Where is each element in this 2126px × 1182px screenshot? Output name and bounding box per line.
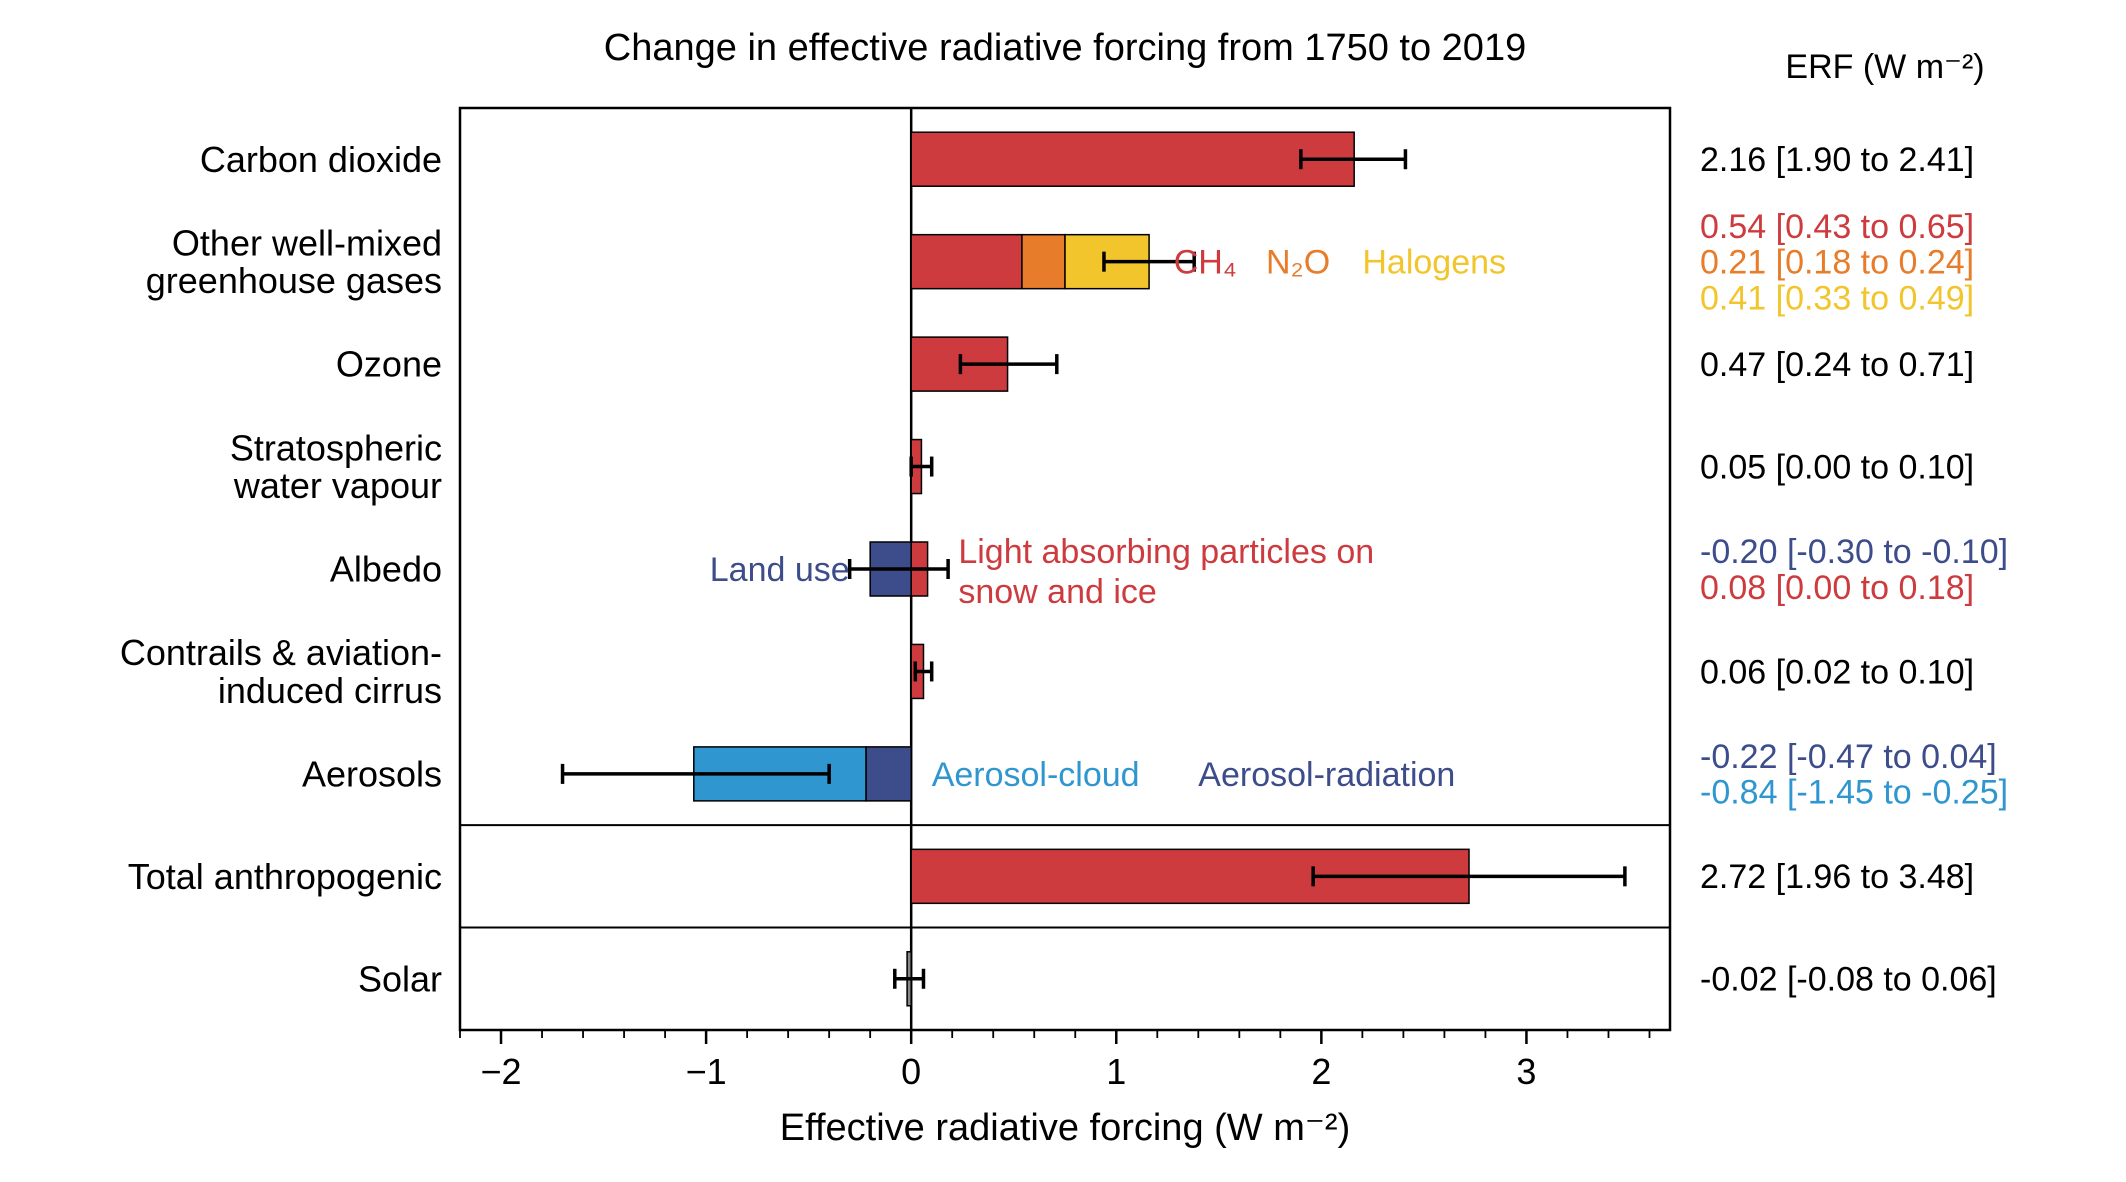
erf-value: 0.06 [0.02 to 0.10]	[1700, 653, 1974, 691]
erf-value: -0.02 [-0.08 to 0.06]	[1700, 961, 1997, 999]
xtick-label: 1	[1106, 1051, 1126, 1092]
xtick-label: 2	[1311, 1051, 1331, 1092]
category-label: Aerosols	[302, 753, 442, 794]
category-label: Solar	[358, 958, 442, 999]
category-label: Carbon dioxide	[200, 139, 442, 180]
category-label: Albedo	[330, 549, 442, 590]
chart-svg: Change in effective radiative forcing fr…	[0, 0, 2126, 1182]
erf-value: 0.08 [0.00 to 0.18]	[1700, 569, 1974, 607]
erf-chart: Change in effective radiative forcing fr…	[0, 0, 2126, 1182]
bar-annotation: CH₄	[1174, 244, 1237, 282]
xtick-label: −2	[480, 1051, 521, 1092]
erf-value: -0.20 [-0.30 to -0.10]	[1700, 533, 2008, 571]
erf-value: 0.21 [0.18 to 0.24]	[1700, 244, 1974, 282]
bar-annotation: Aerosol-radiation	[1198, 756, 1455, 794]
bar-segment	[911, 235, 1022, 289]
erf-value: -0.84 [-1.45 to -0.25]	[1700, 774, 2008, 812]
erf-value: -0.22 [-0.47 to 0.04]	[1700, 738, 1997, 776]
bar-annotation: Halogens	[1362, 244, 1506, 282]
category-label: Other well-mixed	[172, 222, 442, 263]
xtick-label: 0	[901, 1051, 921, 1092]
bar-annotation: snow and ice	[958, 573, 1156, 611]
category-label: Stratospheric	[230, 427, 442, 468]
category-label: greenhouse gases	[146, 260, 442, 301]
category-label: induced cirrus	[218, 670, 442, 711]
category-label: Total anthropogenic	[128, 856, 442, 897]
category-label: water vapour	[233, 465, 442, 506]
xaxis-label: Effective radiative forcing (W m⁻²)	[780, 1107, 1351, 1149]
xtick-label: 3	[1516, 1051, 1536, 1092]
bar-annotation: Aerosol-cloud	[932, 756, 1140, 794]
xtick-label: −1	[686, 1051, 727, 1092]
bar-annotation: N₂O	[1266, 244, 1330, 282]
chart-title: Change in effective radiative forcing fr…	[604, 27, 1526, 69]
bar-segment	[1022, 235, 1065, 289]
erf-value: 0.41 [0.33 to 0.49]	[1700, 279, 1974, 317]
category-label: Ozone	[336, 344, 442, 385]
category-label: Contrails & aviation-	[120, 632, 442, 673]
erf-value: 2.72 [1.96 to 3.48]	[1700, 858, 1974, 896]
bar-annotation: Light absorbing particles on	[958, 533, 1374, 571]
bar-segment	[911, 132, 1354, 186]
erf-value: 0.05 [0.00 to 0.10]	[1700, 448, 1974, 486]
bar-annotation: Land use	[710, 551, 850, 589]
erf-value: 0.54 [0.43 to 0.65]	[1700, 208, 1974, 246]
erf-value: 2.16 [1.90 to 2.41]	[1700, 141, 1974, 179]
value-column-header: ERF (W m⁻²)	[1785, 48, 1984, 86]
erf-value: 0.47 [0.24 to 0.71]	[1700, 346, 1974, 384]
bar-segment	[866, 747, 911, 801]
